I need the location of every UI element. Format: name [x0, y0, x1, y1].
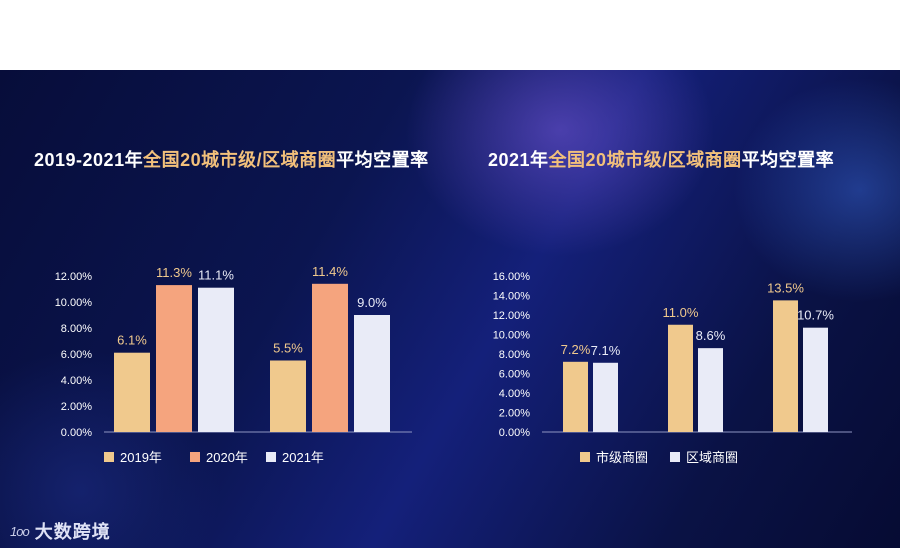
legend-label: 2021年	[282, 450, 324, 465]
bar-right-s0-g2	[773, 300, 798, 432]
bar-right-s0-g1	[668, 324, 693, 432]
legend-label: 区域商圈	[686, 450, 738, 465]
bar-value-label: 7.2%	[561, 342, 591, 357]
y-tick-label: 12.00%	[55, 271, 93, 283]
y-tick-label: 14.00%	[493, 291, 531, 303]
legend-label: 2020年	[206, 450, 248, 465]
left-chart-title: 2019-2021年全国20城市级/区域商圈平均空置率	[34, 146, 429, 172]
bar-value-label: 5.5%	[273, 341, 303, 356]
right-title-highlight: 全国20城市级/区域商圈	[548, 150, 742, 170]
bar-right-s1-g0	[593, 362, 618, 432]
legend-label: 市级商圈	[596, 450, 648, 465]
y-tick-label: 10.00%	[55, 297, 93, 309]
left-title-suffix: 平均空置率	[336, 150, 429, 170]
brand-logo-text: 大数跨境	[34, 522, 111, 542]
legend-swatch	[104, 452, 114, 462]
bar-left-s0-g0	[114, 352, 150, 432]
y-tick-label: 10.00%	[493, 330, 531, 342]
y-tick-label: 4.00%	[61, 375, 92, 387]
bar-value-label: 11.4%	[312, 264, 348, 279]
bar-right-s0-g0	[563, 361, 588, 432]
y-tick-label: 6.00%	[61, 349, 92, 361]
right-chart-title: 2021年全国20城市级/区域商圈平均空置率	[488, 146, 834, 172]
bar-left-s1-g0	[156, 285, 192, 432]
bar-value-label: 9.0%	[357, 295, 387, 310]
bar-value-label: 11.3%	[156, 265, 192, 280]
right-bar-chart: 0.00% 2.00% 4.00% 6.00% 8.00% 10.00% 12.00% 14.…	[493, 271, 852, 465]
legend-swatch	[266, 452, 276, 462]
y-tick-label: 4.00%	[499, 388, 530, 400]
bar-value-label: 8.6%	[696, 328, 726, 343]
y-tick-label: 2.00%	[61, 401, 92, 413]
right-title-prefix: 2021年	[488, 150, 549, 170]
y-tick-label: 0.00%	[61, 427, 92, 439]
left-title-prefix: 2019-2021年	[34, 150, 144, 170]
bar-value-label: 7.1%	[591, 343, 621, 358]
y-tick-label: 2.00%	[499, 408, 530, 420]
bar-left-s2-g1	[354, 315, 390, 432]
left-bar-chart: 0.00% 2.00% 4.00% 6.00% 8.00% 10.00% 12.00% 6.1…	[55, 264, 412, 465]
right-title-suffix: 平均空置率	[741, 150, 835, 170]
legend-swatch	[190, 452, 200, 462]
y-tick-label: 12.00%	[493, 310, 531, 322]
bar-value-label: 11.0%	[663, 305, 699, 320]
y-tick-label: 16.00%	[493, 271, 531, 283]
top-blank-strip	[0, 0, 900, 70]
bar-left-s0-g1	[270, 360, 306, 432]
y-tick-label: 0.00%	[499, 427, 530, 439]
y-tick-label: 8.00%	[499, 349, 530, 361]
chart-slide: 2019-2021年全国20城市级/区域商圈平均空置率 2021年全国20城市级…	[0, 70, 900, 548]
y-tick-label: 8.00%	[61, 323, 92, 335]
bar-value-label: 10.7%	[797, 308, 834, 323]
bar-right-s1-g1	[698, 348, 723, 432]
bar-value-label: 11.1%	[198, 268, 234, 283]
bar-left-s1-g1	[312, 283, 348, 432]
brand-logo: 1oo 大数跨境	[10, 518, 111, 544]
bar-right-s1-g2	[803, 327, 828, 432]
y-tick-label: 6.00%	[499, 369, 530, 381]
legend-swatch	[670, 452, 680, 462]
bar-value-label: 6.1%	[117, 333, 147, 348]
legend-label: 2019年	[120, 450, 162, 465]
bar-value-label: 13.5%	[767, 280, 804, 295]
legend-swatch	[580, 452, 590, 462]
bar-left-s2-g0	[198, 287, 234, 432]
left-title-highlight: 全国20城市级/区域商圈	[143, 150, 337, 170]
brand-logo-mark: 1oo	[10, 523, 30, 539]
